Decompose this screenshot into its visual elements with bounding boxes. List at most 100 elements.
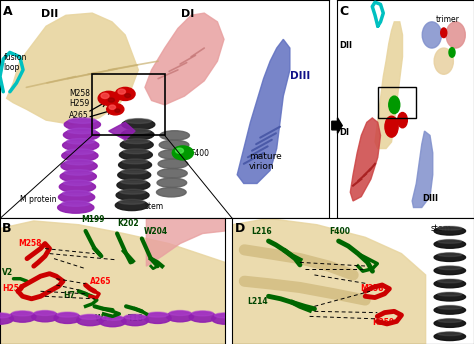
Ellipse shape (122, 119, 155, 130)
Text: A: A (3, 6, 13, 19)
Ellipse shape (63, 191, 91, 196)
Ellipse shape (79, 314, 101, 319)
Circle shape (385, 116, 398, 137)
Text: M258: M258 (360, 284, 384, 293)
Ellipse shape (62, 201, 90, 206)
Text: DI: DI (181, 9, 194, 19)
Ellipse shape (57, 312, 78, 317)
Ellipse shape (120, 179, 146, 184)
Ellipse shape (434, 280, 465, 288)
Circle shape (107, 104, 124, 115)
Ellipse shape (434, 267, 465, 275)
Text: H259: H259 (373, 318, 394, 327)
Ellipse shape (118, 160, 152, 170)
Ellipse shape (189, 312, 216, 322)
Ellipse shape (125, 129, 150, 133)
Circle shape (115, 87, 135, 100)
Polygon shape (350, 118, 381, 201)
Polygon shape (146, 218, 225, 266)
Ellipse shape (434, 319, 465, 327)
Ellipse shape (434, 48, 454, 74)
Ellipse shape (438, 292, 462, 296)
Text: D: D (235, 222, 245, 235)
Circle shape (125, 94, 131, 98)
Ellipse shape (434, 240, 465, 248)
Ellipse shape (64, 170, 92, 175)
Ellipse shape (122, 159, 148, 164)
Ellipse shape (157, 169, 187, 178)
Ellipse shape (438, 253, 462, 257)
Ellipse shape (62, 150, 98, 161)
Text: DIII: DIII (290, 71, 310, 80)
Text: fusion
loop: fusion loop (3, 53, 27, 72)
Ellipse shape (438, 226, 462, 230)
Polygon shape (7, 13, 138, 125)
Bar (378, 87, 416, 118)
Ellipse shape (434, 306, 465, 314)
Ellipse shape (422, 22, 441, 48)
Circle shape (115, 109, 120, 112)
Circle shape (118, 89, 126, 94)
Circle shape (175, 148, 183, 153)
Ellipse shape (192, 311, 213, 316)
Text: H259: H259 (2, 284, 24, 293)
Ellipse shape (158, 159, 188, 169)
Text: M protein: M protein (20, 195, 56, 204)
Ellipse shape (434, 227, 465, 235)
Ellipse shape (64, 129, 100, 141)
Ellipse shape (434, 253, 465, 261)
Ellipse shape (147, 312, 168, 317)
Ellipse shape (123, 149, 149, 154)
Circle shape (389, 96, 400, 114)
Text: C: C (339, 6, 348, 19)
Circle shape (98, 91, 119, 105)
Ellipse shape (67, 139, 95, 144)
Ellipse shape (9, 312, 36, 322)
Polygon shape (109, 122, 135, 140)
Ellipse shape (54, 313, 81, 323)
Text: stem: stem (145, 202, 164, 211)
Ellipse shape (438, 279, 462, 283)
Text: H7: H7 (63, 291, 75, 300)
Text: M199: M199 (81, 215, 105, 224)
Ellipse shape (434, 293, 465, 301)
Ellipse shape (211, 313, 238, 324)
Text: K202: K202 (117, 219, 139, 228)
Text: W204: W204 (144, 226, 168, 236)
Text: F400: F400 (191, 149, 210, 158)
Ellipse shape (156, 187, 186, 197)
Ellipse shape (434, 332, 465, 341)
Ellipse shape (59, 181, 96, 192)
Ellipse shape (119, 150, 152, 160)
Text: T18: T18 (128, 314, 145, 323)
Ellipse shape (120, 139, 153, 150)
Ellipse shape (120, 189, 146, 194)
Ellipse shape (160, 131, 190, 140)
Text: DII: DII (41, 9, 58, 19)
Text: trimer: trimer (436, 15, 459, 24)
Ellipse shape (121, 129, 154, 140)
Ellipse shape (67, 128, 96, 134)
Polygon shape (412, 131, 433, 207)
Ellipse shape (121, 315, 148, 326)
Polygon shape (375, 22, 402, 149)
Ellipse shape (115, 200, 148, 211)
Ellipse shape (66, 149, 94, 154)
Ellipse shape (34, 311, 56, 315)
Ellipse shape (159, 150, 188, 159)
Ellipse shape (167, 311, 193, 322)
Ellipse shape (118, 170, 151, 180)
Circle shape (109, 105, 116, 109)
Ellipse shape (76, 315, 103, 326)
Ellipse shape (58, 192, 95, 203)
Ellipse shape (144, 313, 171, 323)
Ellipse shape (124, 314, 146, 319)
Text: A265: A265 (90, 277, 111, 286)
Ellipse shape (65, 159, 93, 165)
Circle shape (108, 98, 115, 102)
Ellipse shape (61, 160, 97, 172)
Ellipse shape (214, 313, 236, 318)
Text: F400: F400 (329, 226, 350, 236)
Ellipse shape (63, 140, 99, 151)
Ellipse shape (169, 311, 191, 315)
